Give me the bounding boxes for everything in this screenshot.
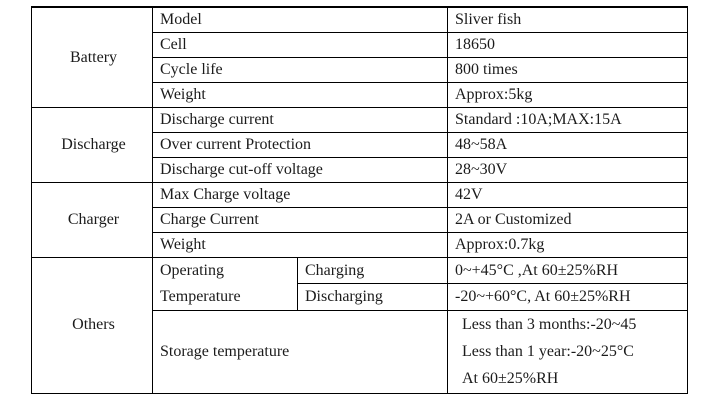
label-cell-cell: Cell [152,31,448,58]
value-cell-battery-weight: Approx:5kg [447,81,688,108]
label-cell-cutoff-voltage: Discharge cut-off voltage [152,156,448,183]
table-row: Charger Max Charge voltage 42V [31,181,688,258]
value-cell-charging: 0~+45°C ,At 60±25%RH [447,256,688,284]
label-cell-storage-temperature: Storage temperature [152,309,448,394]
table-row: Cell 18650 [32,31,688,58]
storage-temperature-line2: Less than 1 year:-20~25°C [462,343,634,360]
value-cell-over-current-protection: 48~58A [447,131,688,158]
label-cell-charger-weight: Weight [152,231,448,258]
value-cell-discharge-current: Standard :10A;MAX:15A [447,106,688,133]
value-cell-cell: 18650 [447,31,688,58]
category-cell-battery: Battery [31,6,153,108]
label-cell-charge-current: Charge Current [152,206,448,233]
label-cell-battery-weight: Weight [152,81,448,108]
label-cell-discharge-current: Discharge current [152,106,448,133]
category-cell-others: Others [31,256,153,394]
value-cell-model: Sliver fish [447,6,688,33]
table-row: Battery Model Sliver fish [31,6,688,108]
table-row: Charge Current 2A or Customized [32,206,688,233]
storage-temperature-line1: Less than 3 months:-20~45 [462,316,637,333]
table-row: Discharging -20~+60°C, At 60±25%RH [32,283,688,311]
operating-temperature-line1: Operating [160,261,224,279]
label-cell-max-charge-voltage: Max Charge voltage [152,181,448,208]
value-cell-storage-temperature: Less than 3 months:-20~45 Less than 1 ye… [447,309,688,394]
label-cell-operating-temperature: Operating Temperature [152,256,298,311]
table-row: Over current Protection 48~58A [32,131,688,158]
value-cell-discharging: -20~+60°C, At 60±25%RH [447,283,688,311]
category-cell-discharge: Discharge [31,106,153,183]
value-cell-cutoff-voltage: 28~30V [447,156,688,183]
battery-spec-table: Battery Model Sliver fish Cell 18650 Cyc… [31,6,688,394]
table-row: Discharge cut-off voltage 28~30V [32,156,688,183]
value-cell-charge-current: 2A or Customized [447,206,688,233]
table-row: Others Operating Temperature Charging 0~… [31,256,688,394]
storage-temperature-line3: At 60±25%RH [462,370,559,387]
table-row: Storage temperature Less than 3 months:-… [32,309,688,394]
operating-temperature-line2: Temperature [160,287,241,305]
category-cell-charger: Charger [31,181,153,258]
label-cell-model: Model [152,6,448,33]
value-cell-charger-weight: Approx:0.7kg [447,231,688,258]
label-cell-cycle-life: Cycle life [152,56,448,83]
table-row: Cycle life 800 times [32,56,688,83]
table-row: Weight Approx:0.7kg [32,231,688,258]
value-cell-max-charge-voltage: 42V [447,181,688,208]
label-cell-over-current-protection: Over current Protection [152,131,448,158]
table-row: Weight Approx:5kg [32,81,688,108]
label-cell-charging: Charging [297,256,448,284]
table-row: Discharge Discharge current Standard :10… [31,106,688,183]
value-cell-cycle-life: 800 times [447,56,688,83]
label-cell-discharging: Discharging [297,283,448,311]
